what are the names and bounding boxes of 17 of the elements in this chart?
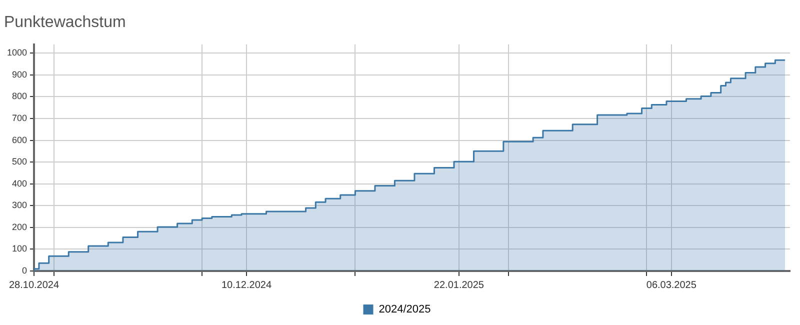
y-tick-label: 800 [12, 91, 28, 102]
y-tick-label: 0 [22, 265, 28, 276]
y-tick-label: 600 [12, 134, 28, 145]
y-tick-label: 700 [12, 112, 28, 123]
y-tick-label: 500 [12, 156, 28, 167]
x-tick-label: 28.10.2024 [8, 280, 60, 291]
chart-title: Punktewachstum [4, 14, 126, 32]
y-tick-label: 1000 [6, 48, 28, 58]
x-tick-label: 06.03.2025 [646, 280, 697, 291]
y-tick-label: 300 [12, 200, 28, 210]
x-tick-label: 22.01.2025 [434, 280, 484, 291]
y-tick-label: 200 [12, 222, 28, 232]
y-tick-label: 900 [12, 69, 28, 80]
legend-label: 2024/2025 [378, 304, 431, 316]
y-tick-label: 100 [12, 244, 28, 254]
x-tick-label: 10.12.2024 [221, 280, 272, 291]
y-tick-label: 400 [12, 178, 28, 188]
